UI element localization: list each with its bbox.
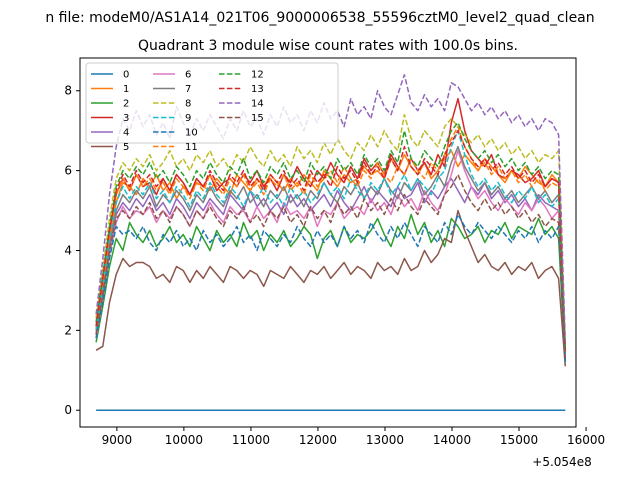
- legend-label-10: 10: [185, 128, 198, 139]
- series-line-1: [95, 149, 567, 351]
- legend-label-13: 13: [251, 84, 264, 95]
- y-tick-label: 8: [64, 84, 72, 98]
- x-tick-label: 14000: [433, 433, 471, 447]
- x-tick-label: 10000: [165, 433, 203, 447]
- x-tick-label: 12000: [299, 433, 337, 447]
- series-line-6: [95, 149, 567, 355]
- legend-label-9: 9: [185, 113, 191, 124]
- plot-area-frame: [79, 57, 577, 428]
- y-tick-label: 2: [64, 323, 72, 337]
- x-axis-offset-label: +5.054e8: [532, 455, 591, 469]
- x-axis: 9000 10000 11000 12000 13000 14000 15000 16000: [102, 427, 605, 447]
- series-line-15: [95, 173, 567, 359]
- legend-label-0: 0: [123, 70, 129, 81]
- x-tick-label: 11000: [232, 433, 270, 447]
- x-tick-label: 15000: [500, 433, 538, 447]
- legend-label-14: 14: [251, 99, 264, 110]
- chart-title: Quadrant 3 module wise count rates with …: [138, 38, 518, 54]
- x-tick-label: 9000: [102, 433, 133, 447]
- series-line-5: [95, 209, 567, 367]
- series-line-10: [95, 213, 567, 363]
- legend-label-3: 3: [123, 113, 129, 124]
- legend-box: [85, 62, 339, 144]
- y-axis: 0 2 4 6 8: [64, 84, 80, 417]
- legend-label-5: 5: [123, 142, 129, 153]
- legend-label-4: 4: [123, 128, 129, 139]
- y-tick-label: 6: [64, 164, 72, 178]
- series-line-12: [95, 121, 567, 351]
- legend-label-1: 1: [123, 84, 129, 95]
- chart-suptitle: n file: modeM0/AS1A14_021T06_9000006538_…: [45, 10, 594, 26]
- x-tick-label: 13000: [366, 433, 404, 447]
- legend-label-11: 11: [185, 142, 198, 153]
- legend-label-7: 7: [185, 84, 191, 95]
- legend-label-15: 15: [251, 113, 264, 124]
- series-line-2: [95, 213, 567, 363]
- y-tick-label: 0: [64, 403, 72, 417]
- series-line-13: [95, 129, 567, 351]
- legend-label-8: 8: [185, 99, 191, 110]
- series-line-8: [95, 113, 567, 347]
- series-line-11: [95, 125, 567, 351]
- series-line-9: [95, 129, 567, 355]
- y-tick-label: 4: [64, 243, 72, 257]
- legend-label-12: 12: [251, 70, 264, 81]
- x-tick-label: 16000: [567, 433, 605, 447]
- legend-label-2: 2: [123, 99, 129, 110]
- legend-label-6: 6: [185, 70, 191, 81]
